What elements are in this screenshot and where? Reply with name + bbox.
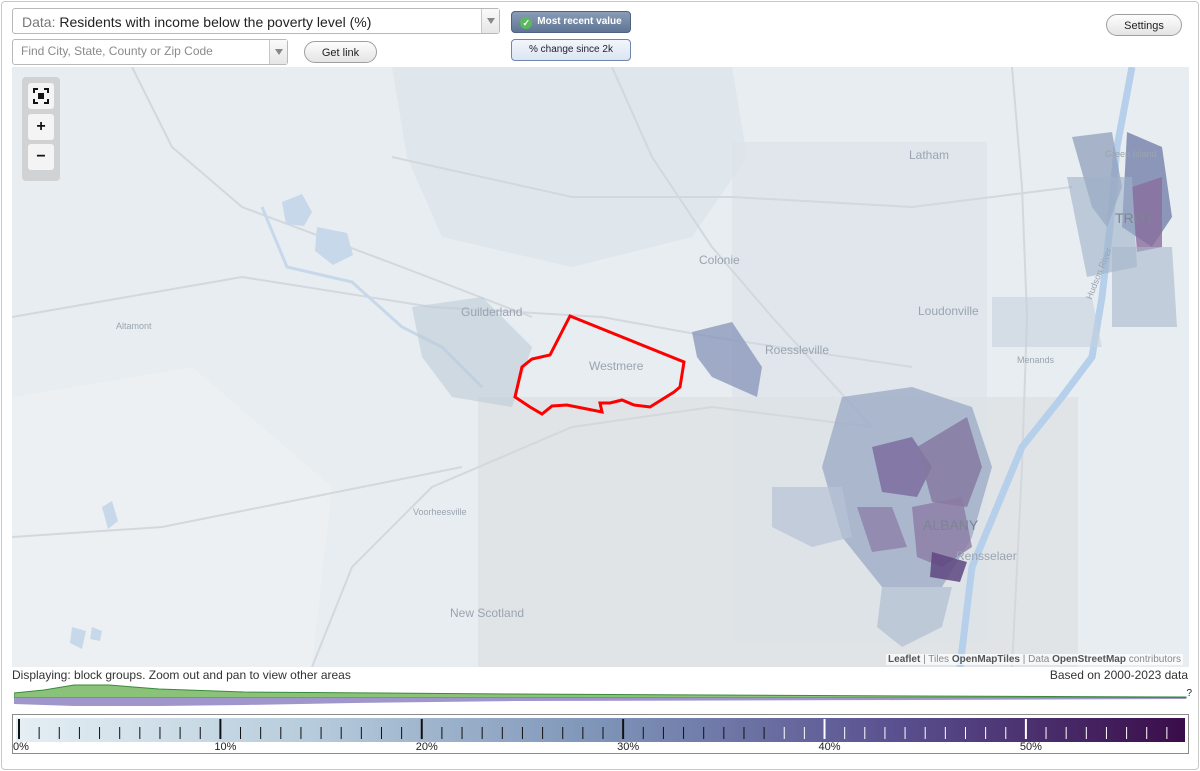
legend-tick-label: 50%	[1019, 741, 1042, 753]
most-recent-value-button[interactable]: ✓ Most recent value	[511, 11, 631, 33]
most-recent-value-label: Most recent value	[537, 16, 622, 27]
attribution-separator: |	[923, 654, 926, 665]
legend-gradient-bar	[16, 718, 1185, 742]
change-since-2k-button[interactable]: % change since 2k	[511, 39, 631, 61]
map-label-latham: Latham	[909, 148, 950, 162]
attribution-separator: |	[1022, 654, 1026, 665]
map-label-colonie: Colonie	[699, 253, 740, 267]
attribution-leaflet-link[interactable]: Leaflet	[888, 654, 921, 665]
zoom-in-button[interactable]: +	[28, 114, 54, 140]
distribution-histogram: ?	[13, 684, 1192, 712]
fullscreen-icon	[33, 88, 49, 104]
legend-tick-label: 40%	[818, 741, 841, 753]
fit-bounds-button[interactable]	[28, 83, 54, 109]
map-label-westmere: Westmere	[589, 359, 644, 373]
map-label-altamont: Altamont	[116, 321, 152, 331]
map-label-troy: TROY	[1115, 210, 1154, 226]
attribution-osm-link[interactable]: OpenStreetMap	[1052, 654, 1126, 665]
color-legend: 0% 10% 20% 30% 40% 50%	[12, 714, 1189, 754]
map-label-new-scotland: New Scotland	[450, 606, 525, 620]
map-label-roessleville: Roessleville	[765, 343, 830, 357]
location-search-input[interactable]	[21, 44, 261, 58]
legend-tick-label: 20%	[415, 741, 438, 753]
data-range-note: Based on 2000-2023 data	[1049, 668, 1188, 682]
data-dropdown-button[interactable]	[481, 9, 499, 33]
data-select[interactable]: Data: Residents with income below the po…	[12, 8, 500, 34]
attribution-contributors: contributors	[1128, 654, 1181, 665]
location-search[interactable]	[12, 39, 288, 65]
legend-tick-marks	[18, 719, 1188, 739]
map-label-loudonville: Loudonville	[918, 304, 979, 318]
map-label-menands: Menands	[1017, 355, 1055, 365]
legend-tick-label: 0%	[13, 741, 29, 753]
map-view[interactable]: Green Island Latham TROY Colonie Guilder…	[12, 67, 1189, 667]
highlighted-area-outline	[513, 314, 686, 416]
chevron-down-icon	[275, 49, 283, 55]
data-select-prefix: Data:	[22, 14, 56, 30]
map-label-guilderland: Guilderland	[461, 305, 523, 319]
settings-button[interactable]: Settings	[1106, 14, 1182, 36]
histogram-canvas	[13, 684, 1187, 706]
map-attribution: Leaflet | Tiles OpenMapTiles | Data Open…	[886, 654, 1183, 665]
legend-tick-label: 30%	[617, 741, 640, 753]
attribution-tiles-prefix: Tiles	[928, 654, 950, 665]
check-icon: ✓	[520, 17, 533, 29]
attribution-tiles-link[interactable]: OpenMapTiles	[951, 654, 1020, 665]
location-dropdown-button[interactable]	[269, 40, 287, 64]
chevron-down-icon	[487, 18, 495, 24]
map-label-voorheesville: Voorheesville	[413, 507, 467, 517]
attribution-data-prefix: Data	[1028, 654, 1050, 665]
get-link-button[interactable]: Get link	[304, 41, 377, 63]
map-label-albany: ALBANY	[923, 517, 979, 533]
histogram-unknown-label: ?	[1186, 688, 1192, 699]
map-label-green-island: Green Island	[1105, 149, 1157, 159]
data-select-text: Data: Residents with income below the po…	[22, 14, 371, 30]
data-select-value: Residents with income below the poverty …	[59, 14, 372, 30]
map-canvas	[12, 67, 1189, 667]
map-label-rensselaer: Rensselaer	[956, 549, 1017, 563]
map-zoom-control: + −	[22, 77, 60, 181]
display-status: Displaying: block groups. Zoom out and p…	[12, 668, 351, 682]
legend-tick-label: 10%	[214, 741, 237, 753]
zoom-out-button[interactable]: −	[28, 144, 54, 170]
